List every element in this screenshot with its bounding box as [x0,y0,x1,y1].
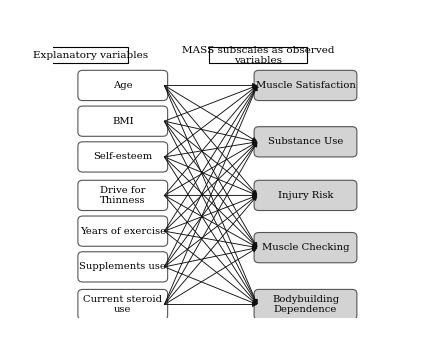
FancyBboxPatch shape [78,180,168,211]
FancyBboxPatch shape [78,106,168,136]
FancyBboxPatch shape [254,127,357,157]
Text: Bodybuilding
Dependence: Bodybuilding Dependence [272,295,339,314]
Text: Drive for
Thinness: Drive for Thinness [100,186,146,205]
FancyBboxPatch shape [78,290,168,320]
Text: Explanatory variables: Explanatory variables [32,51,148,60]
Text: Years of exercise: Years of exercise [80,227,166,236]
FancyBboxPatch shape [254,180,357,211]
FancyBboxPatch shape [78,252,168,282]
FancyBboxPatch shape [52,47,128,63]
Text: Injury Risk: Injury Risk [278,191,333,200]
FancyBboxPatch shape [254,290,357,320]
Text: BMI: BMI [112,117,133,126]
Text: Muscle Satisfaction: Muscle Satisfaction [256,81,355,90]
Text: Self-esteem: Self-esteem [93,152,152,161]
FancyBboxPatch shape [254,70,357,101]
FancyBboxPatch shape [209,47,307,63]
Text: MASS subscales as observed
variables: MASS subscales as observed variables [182,45,334,65]
Text: Age: Age [113,81,133,90]
FancyBboxPatch shape [78,216,168,246]
FancyBboxPatch shape [254,232,357,263]
Text: Substance Use: Substance Use [268,137,343,146]
FancyBboxPatch shape [78,142,168,172]
Text: Supplements use: Supplements use [79,262,166,271]
Text: Muscle Checking: Muscle Checking [262,243,349,252]
FancyBboxPatch shape [78,70,168,101]
Text: Current steroid
use: Current steroid use [83,295,162,314]
